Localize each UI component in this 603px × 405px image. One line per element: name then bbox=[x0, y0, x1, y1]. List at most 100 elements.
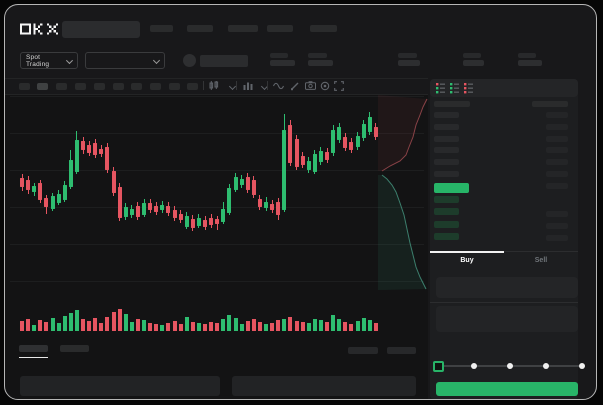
ask-size-bar[interactable] bbox=[546, 124, 568, 130]
volume-bar bbox=[44, 322, 49, 331]
slider-stop[interactable] bbox=[471, 363, 477, 369]
volume-bar bbox=[32, 325, 37, 331]
bid-size-bar[interactable] bbox=[546, 223, 568, 229]
depth-chart bbox=[378, 95, 428, 290]
slider-stop[interactable] bbox=[579, 363, 585, 369]
bottom-info-panel bbox=[20, 376, 220, 396]
ask-size-bar[interactable] bbox=[546, 183, 568, 189]
ask-size-bar[interactable] bbox=[546, 136, 568, 142]
candle-body bbox=[148, 203, 153, 210]
market-type-dropdown[interactable]: Spot Trading bbox=[20, 52, 78, 69]
wave-icon[interactable] bbox=[273, 82, 284, 90]
ask-price-bar[interactable] bbox=[434, 136, 459, 142]
candles-icon[interactable] bbox=[209, 81, 219, 90]
slider-handle[interactable] bbox=[433, 361, 444, 372]
candle-body bbox=[325, 152, 329, 160]
volume-bar bbox=[343, 322, 348, 331]
ask-price-bar[interactable] bbox=[434, 147, 459, 153]
bid-size-bar[interactable] bbox=[546, 235, 568, 241]
volume-bar bbox=[215, 323, 220, 331]
grid-line bbox=[10, 170, 424, 171]
candle-body bbox=[74, 140, 79, 172]
candle-body bbox=[99, 149, 104, 154]
book-combined-icon[interactable] bbox=[436, 83, 445, 94]
grid-line bbox=[10, 96, 424, 97]
candle-body bbox=[190, 219, 195, 228]
nav-item[interactable] bbox=[228, 25, 258, 32]
volume-bar bbox=[184, 317, 189, 331]
candle-body bbox=[184, 216, 189, 227]
ask-price-bar[interactable] bbox=[434, 171, 459, 177]
candle-body bbox=[203, 220, 207, 227]
market-type-label: Spot Trading bbox=[26, 53, 50, 68]
timeframe-tab[interactable] bbox=[187, 83, 198, 90]
interval-icon[interactable] bbox=[243, 81, 253, 90]
book-asks-icon[interactable] bbox=[464, 83, 473, 94]
nav-item[interactable] bbox=[310, 25, 337, 32]
candle-body bbox=[245, 177, 250, 190]
toolbar-separator bbox=[267, 81, 268, 90]
timeframe-tab[interactable] bbox=[75, 83, 86, 90]
avatar[interactable] bbox=[183, 54, 196, 67]
timeframe-tab[interactable] bbox=[56, 83, 67, 90]
candle-body bbox=[209, 218, 214, 225]
ask-price-bar[interactable] bbox=[434, 159, 459, 165]
bottom-tab[interactable] bbox=[60, 345, 89, 352]
bid-price-bar[interactable] bbox=[434, 221, 459, 228]
volume-bar bbox=[361, 318, 366, 331]
nav-item[interactable] bbox=[267, 25, 293, 32]
nav-item[interactable] bbox=[187, 25, 213, 32]
timeframe-tab[interactable] bbox=[150, 83, 161, 90]
timeframe-tab[interactable] bbox=[131, 83, 142, 90]
volume-bar bbox=[239, 324, 244, 331]
timeframe-tab[interactable] bbox=[113, 83, 124, 90]
timeframe-tab[interactable] bbox=[37, 83, 48, 90]
total-field[interactable] bbox=[436, 306, 578, 332]
tab-buy[interactable]: Buy bbox=[460, 257, 474, 264]
volume-bar bbox=[190, 322, 195, 331]
bid-size-bar[interactable] bbox=[546, 211, 568, 217]
ask-size-bar[interactable] bbox=[546, 112, 568, 118]
buy-submit-button[interactable] bbox=[436, 382, 578, 396]
chart-footer-control[interactable] bbox=[348, 347, 378, 354]
stat-label bbox=[270, 53, 288, 58]
volume-bar bbox=[196, 323, 201, 331]
ask-price-bar[interactable] bbox=[434, 112, 459, 118]
chevron-down-icon[interactable] bbox=[228, 82, 237, 91]
camera-icon[interactable] bbox=[305, 81, 316, 90]
chart-footer-control[interactable] bbox=[387, 347, 416, 354]
gear-icon[interactable] bbox=[320, 81, 330, 91]
ask-size-bar[interactable] bbox=[546, 159, 568, 165]
ask-price-bar[interactable] bbox=[434, 124, 459, 130]
bottom-tab[interactable] bbox=[19, 345, 48, 352]
stat-label bbox=[518, 53, 536, 58]
candle-body bbox=[282, 130, 287, 210]
volume-bar bbox=[154, 324, 159, 331]
volume-bar bbox=[264, 324, 268, 331]
slider-stop[interactable] bbox=[543, 363, 549, 369]
last-price-bar[interactable] bbox=[434, 183, 469, 193]
candle-body bbox=[361, 124, 366, 138]
bid-price-bar[interactable] bbox=[434, 208, 459, 215]
bid-price-bar[interactable] bbox=[434, 196, 459, 203]
tab-sell[interactable]: Sell bbox=[534, 257, 548, 264]
timeframe-tab[interactable] bbox=[19, 83, 30, 90]
nav-item[interactable] bbox=[150, 25, 173, 32]
trade-tabs-divider bbox=[430, 251, 578, 252]
okx-logo[interactable] bbox=[20, 22, 58, 36]
ask-size-bar[interactable] bbox=[546, 171, 568, 177]
book-bids-icon[interactable] bbox=[450, 83, 459, 94]
timeframe-tab[interactable] bbox=[169, 83, 180, 90]
pencil-icon[interactable] bbox=[290, 81, 300, 91]
candle-body bbox=[26, 180, 31, 190]
ask-size-bar[interactable] bbox=[546, 147, 568, 153]
orderbook-col-header bbox=[434, 101, 470, 107]
header-action-button[interactable] bbox=[200, 55, 248, 67]
bid-price-bar[interactable] bbox=[434, 233, 459, 240]
expand-icon[interactable] bbox=[334, 81, 344, 91]
pair-dropdown[interactable] bbox=[85, 52, 165, 69]
timeframe-tab[interactable] bbox=[94, 83, 105, 90]
slider-stop[interactable] bbox=[507, 363, 513, 369]
search-input[interactable] bbox=[62, 21, 140, 38]
amount-field[interactable] bbox=[436, 277, 578, 298]
